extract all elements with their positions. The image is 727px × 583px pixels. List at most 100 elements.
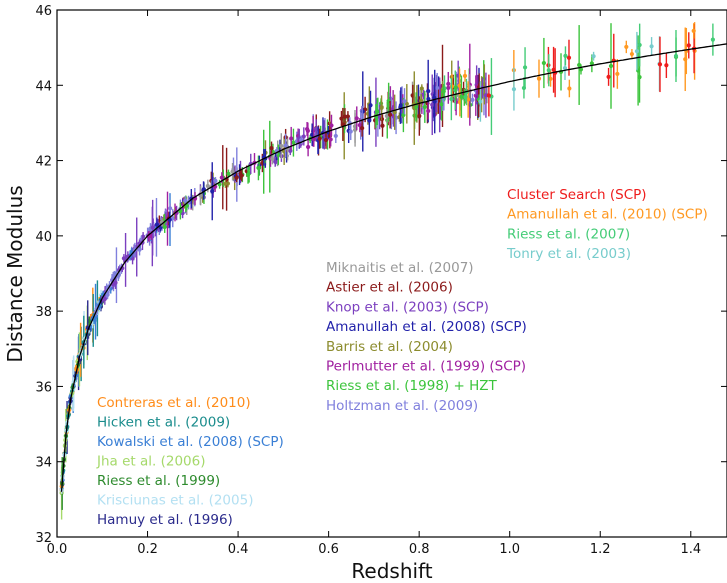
data-point: [234, 175, 239, 180]
x-tick-label: 1.2: [590, 542, 611, 557]
data-point: [615, 71, 620, 77]
data-point: [637, 42, 642, 48]
x-tick-label: 0.6: [318, 542, 339, 557]
model-curve: [60, 43, 727, 492]
data-point: [673, 53, 679, 59]
data-point: [329, 123, 334, 128]
legend-entry: Jha et al. (2006): [96, 454, 206, 470]
data-point: [154, 222, 160, 227]
data-point: [257, 165, 262, 170]
data-point: [301, 134, 306, 139]
y-tick-label: 46: [35, 4, 52, 19]
data-point: [541, 60, 546, 66]
data-point: [367, 118, 372, 123]
data-point: [426, 89, 431, 94]
x-tick-label: 1.0: [499, 542, 520, 557]
y-tick-label: 36: [35, 380, 52, 395]
data-point: [102, 296, 107, 302]
data-point: [449, 96, 454, 102]
legend-entry: Krisciunas et al. (2005): [97, 493, 253, 509]
data-point: [462, 73, 468, 78]
data-point: [239, 173, 244, 178]
data-point: [306, 144, 311, 150]
data-point: [691, 28, 696, 33]
data-point: [511, 87, 517, 92]
legend-entry: Knop et al. (2003) (SCP): [326, 299, 489, 315]
data-point: [486, 93, 491, 98]
x-tick-label: 0.2: [137, 542, 158, 557]
data-point: [608, 63, 614, 69]
legend-entry: Miknaitis et al. (2007): [326, 260, 474, 276]
data-point: [546, 68, 551, 73]
data-point: [183, 198, 188, 203]
data-point: [270, 156, 275, 161]
data-point: [311, 137, 316, 142]
data-point: [606, 74, 611, 79]
y-axis-ticks: 32 34 36 38 40 42 44 46: [35, 4, 727, 546]
legend-entry: Holtzman et al. (2009): [326, 398, 478, 414]
data-point: [589, 61, 594, 66]
x-tick-label: 0.4: [228, 542, 249, 557]
data-point: [435, 85, 440, 91]
plot-frame: [56, 9, 727, 538]
data-point: [113, 280, 118, 285]
data-point: [453, 85, 458, 90]
data-point: [333, 133, 338, 139]
data-point: [446, 85, 451, 90]
legend-entry: Hamuy et al. (1996): [97, 512, 233, 528]
data-point: [710, 37, 715, 42]
data-point: [283, 143, 288, 148]
data-point: [419, 86, 424, 91]
data-point: [457, 83, 462, 88]
data-point: [563, 53, 568, 58]
legend-entry: Cluster Search (SCP): [507, 187, 647, 203]
data-point: [624, 44, 629, 50]
data-point: [375, 109, 380, 114]
data-point: [357, 123, 362, 128]
data-point: [279, 143, 284, 149]
x-tick-label: 0.8: [409, 542, 430, 557]
data-point: [567, 86, 572, 91]
data-point: [245, 172, 251, 177]
data-point: [299, 137, 304, 142]
data-point: [317, 136, 322, 141]
data-point: [170, 216, 175, 221]
data-point: [470, 97, 475, 102]
data-point: [536, 76, 542, 81]
data-point: [478, 99, 483, 104]
legend-entry: Riess et al. (2007): [507, 226, 630, 242]
data-point: [577, 62, 582, 68]
data-point: [629, 51, 635, 57]
data-point: [219, 175, 224, 180]
data-point: [664, 63, 669, 68]
data-point: [273, 159, 278, 164]
data-point: [328, 137, 333, 142]
data-point: [548, 76, 553, 81]
data-point: [289, 136, 294, 141]
data-point: [441, 89, 446, 94]
data-point: [380, 123, 385, 128]
data-point: [591, 54, 596, 59]
legends: Contreras et al. (2010) Hicken et al. (20…: [96, 187, 708, 528]
data-point: [137, 247, 142, 252]
x-axis-title: Redshift: [351, 559, 432, 583]
legend-entry: Amanullah et al. (2008) (SCP): [326, 319, 527, 335]
data-point: [657, 62, 663, 67]
x-axis-ticks: 0.0 0.2 0.4 0.6 0.8 1.0 1.2 1.4: [47, 10, 701, 557]
data-point: [342, 114, 348, 119]
data-point: [348, 129, 353, 134]
data-point: [430, 102, 435, 107]
data-point: [213, 178, 218, 183]
legend-entry: Contreras et al. (2010): [97, 395, 251, 411]
data-point: [345, 114, 351, 119]
data-point: [269, 146, 274, 151]
data-point: [304, 126, 310, 132]
legend-entry: Perlmutter et al. (1999) (SCP): [326, 359, 526, 375]
data-point: [150, 225, 155, 230]
data-point: [402, 99, 407, 104]
data-point: [419, 98, 424, 103]
data-point: [426, 108, 431, 114]
legend-entry: Barris et al. (2004): [326, 339, 453, 355]
legend-entry: Hicken et al. (2009): [97, 415, 230, 431]
